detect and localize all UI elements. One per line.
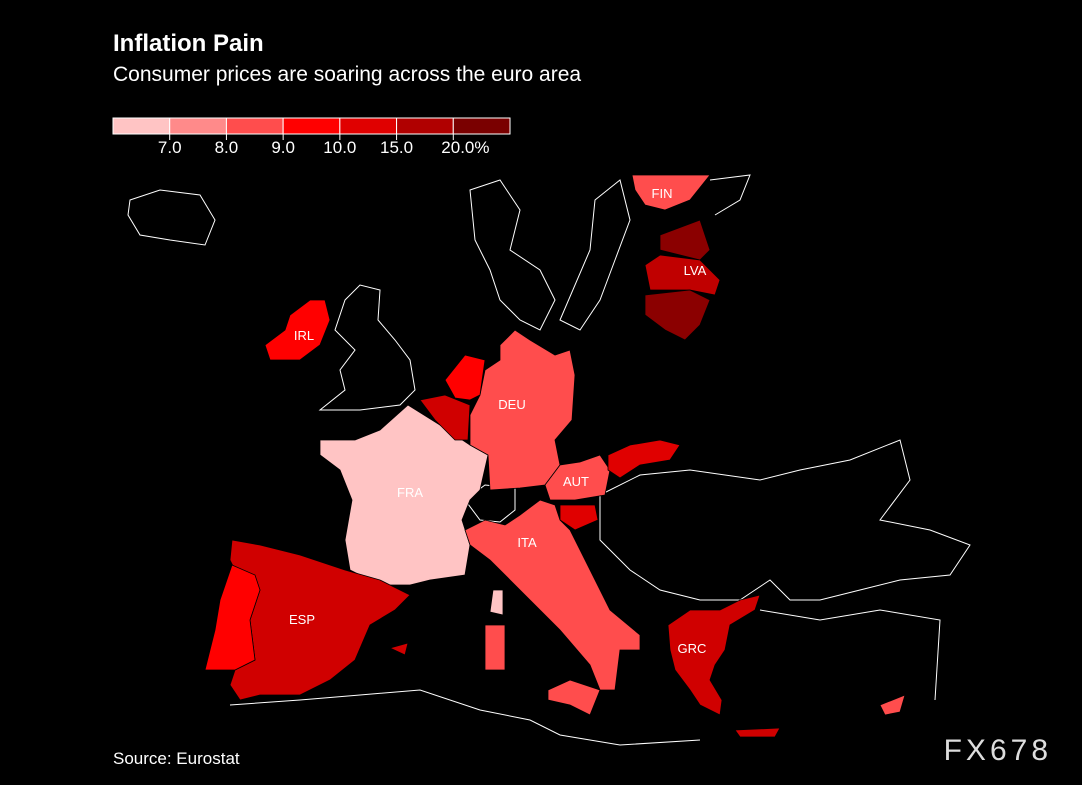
coastline [229,689,701,746]
country [644,254,721,296]
source: Source: Eurostat [113,749,240,768]
coastline [469,179,556,331]
legend-swatch [396,117,454,135]
country-label: FRA [397,485,423,500]
country [879,694,906,716]
coastline [559,179,631,331]
regions: FRA DEU AUT ITA ESP IRL FIN LVA GRC [204,174,906,738]
country-label: IRL [294,328,314,343]
country [667,594,761,716]
legend-swatch [339,117,398,135]
country [204,564,261,671]
legend-tick-label: 8.0 [215,138,239,157]
country [607,439,681,479]
country [464,499,641,691]
country-label: DEU [498,397,525,412]
switzerland [464,484,516,523]
legend-swatch [169,117,227,135]
country-label: LVA [684,263,707,278]
country-label: AUT [563,474,589,489]
subtitle: Consumer prices are soaring across the e… [113,63,581,86]
country [444,354,486,401]
country [644,289,711,341]
country [264,299,331,361]
legend: 7.0 8.0 9.0 10.0 15.0 20.0% [112,117,511,157]
coastline [599,439,971,601]
country [559,504,599,531]
country-label: ESP [289,612,315,627]
legend-swatch [282,117,341,135]
country [547,679,601,716]
legend-swatch [112,117,171,135]
watermark: FX678 [944,734,1052,767]
coastline [318,284,416,411]
legend-swatch [452,117,511,135]
coastline [709,174,751,216]
country [419,394,471,441]
coastline [759,609,941,701]
legend-tick-label: 20.0% [441,138,489,157]
country [489,589,504,616]
title: Inflation Pain [113,30,264,57]
country [484,624,506,671]
country-label: GRC [678,641,707,656]
legend-tick-label: 7.0 [158,138,182,157]
country [388,642,409,656]
country [631,174,711,211]
coastline [127,189,216,246]
legend-tick-label: 15.0 [380,138,413,157]
country-label: ITA [517,535,537,550]
legend-tick-label: 10.0 [323,138,356,157]
legend-tick-label: 9.0 [271,138,295,157]
country-label: FIN [652,186,673,201]
country [734,727,781,738]
country [319,404,489,586]
legend-swatch [225,117,284,135]
background-coastlines [127,174,971,746]
